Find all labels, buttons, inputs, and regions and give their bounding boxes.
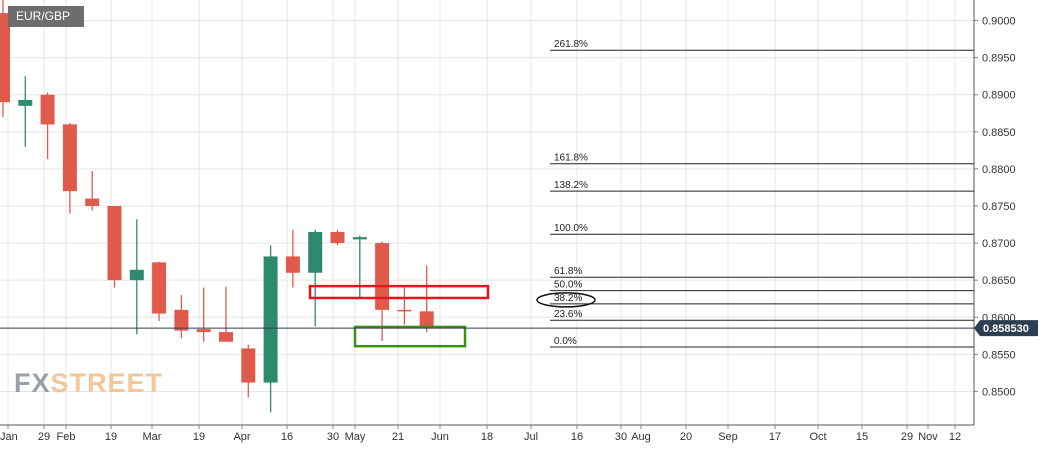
x-tick-label: 15 (856, 431, 868, 443)
y-tick-label: 0.8500 (982, 386, 1016, 398)
fib-label: 261.8% (554, 39, 588, 50)
candle-body (330, 231, 345, 244)
symbol-badge: EUR/GBP (8, 6, 84, 27)
logo-fx: FX (14, 368, 51, 398)
candle-body (419, 311, 434, 329)
y-tick-label: 0.8550 (982, 349, 1016, 361)
y-tick-label: 0.8750 (982, 201, 1016, 213)
candle-body (107, 206, 122, 281)
annotation-boxes (308, 284, 596, 348)
fib-label: 50.0% (554, 280, 582, 291)
fib-label: 61.8% (554, 266, 582, 277)
x-tick-label: Sep (718, 431, 738, 443)
x-tick-label: 20 (680, 431, 692, 443)
y-tick-label: 0.8900 (982, 90, 1016, 102)
candle-body (375, 243, 390, 310)
resistance-box (308, 284, 490, 300)
x-tick-label: 16 (571, 431, 583, 443)
current-price-label: 0.858530 (983, 323, 1029, 335)
candle-body (352, 237, 367, 240)
x-tick-label: Jul (524, 431, 538, 443)
x-tick-label: Apr (233, 431, 250, 443)
candle-body (263, 256, 278, 383)
x-tick-label: Feb (57, 431, 76, 443)
candle-body (241, 348, 256, 383)
support-box (353, 325, 467, 348)
candle-body (397, 309, 412, 312)
y-axis: 0.9000 0.8950 0.8900 0.8850 0.8800 0.8750 0.87… (973, 0, 1016, 425)
fib-label: 161.8% (554, 153, 588, 164)
y-tick-label: 0.8850 (982, 127, 1016, 139)
current-price-tag: 0.858530 (0, 320, 1038, 337)
fxstreet-logo: FXSTREET (14, 368, 163, 399)
y-tick-label: 0.8700 (982, 238, 1016, 250)
x-tick-label: 17 (769, 431, 781, 443)
x-tick-label: Oct (809, 431, 826, 443)
x-tick-label: Jun (431, 431, 449, 443)
grid-lines (0, 0, 974, 425)
y-tick-label: 0.8950 (982, 53, 1016, 65)
x-tick-label: 21 (392, 431, 404, 443)
x-tick-label: 30 (615, 431, 627, 443)
x-tick-label: 29 (38, 431, 50, 443)
x-tick-label: 16 (281, 431, 293, 443)
fib-label: 100.0% (554, 223, 588, 234)
x-tick-label: 19 (105, 431, 117, 443)
candle-body (40, 94, 55, 125)
fib-label: 138.2% (554, 180, 588, 191)
candle-body (285, 256, 300, 273)
x-tick-label: 12 (949, 431, 961, 443)
candle-body (85, 198, 100, 206)
candle-body (174, 309, 189, 331)
current-price-tag-bg (974, 320, 1038, 337)
x-tick-label: 30 (327, 431, 339, 443)
highlight-ellipse (536, 292, 596, 308)
candle-body (62, 124, 77, 192)
candle-body (18, 99, 33, 106)
x-tick-label: 18 (481, 431, 493, 443)
candlesticks (0, 0, 434, 413)
fib-label: 38.2% (554, 293, 582, 304)
candle-body (219, 332, 233, 342)
x-axis: Jan 29 Feb 19 Mar 19 Apr 16 30 May 21 Jun 18 Jul 16 30 A… (0, 424, 974, 443)
candle-body (129, 269, 144, 281)
logo-street: STREET (50, 368, 164, 398)
y-tick-label: 0.8650 (982, 275, 1016, 287)
fib-label: 0.0% (554, 336, 577, 347)
x-tick-label: Nov (918, 431, 938, 443)
fib-label: 23.6% (554, 309, 582, 320)
candle-body (196, 329, 211, 333)
x-tick-label: 29 (901, 431, 913, 443)
x-tick-label: May (345, 431, 366, 443)
candle-body (0, 13, 10, 103)
candle-body (152, 262, 167, 314)
x-tick-label: Jan (0, 431, 18, 443)
x-tick-label: Mar (143, 431, 162, 443)
fibonacci-levels: 261.8% 161.8% 138.2% 100.0% 61.8% 50.0% 38.2% 2… (550, 39, 974, 348)
y-tick-label: 0.8800 (982, 164, 1016, 176)
x-tick-label: Aug (631, 431, 651, 443)
x-tick-label: 19 (193, 431, 205, 443)
y-tick-label: 0.9000 (982, 16, 1016, 28)
candle-body (308, 231, 323, 273)
